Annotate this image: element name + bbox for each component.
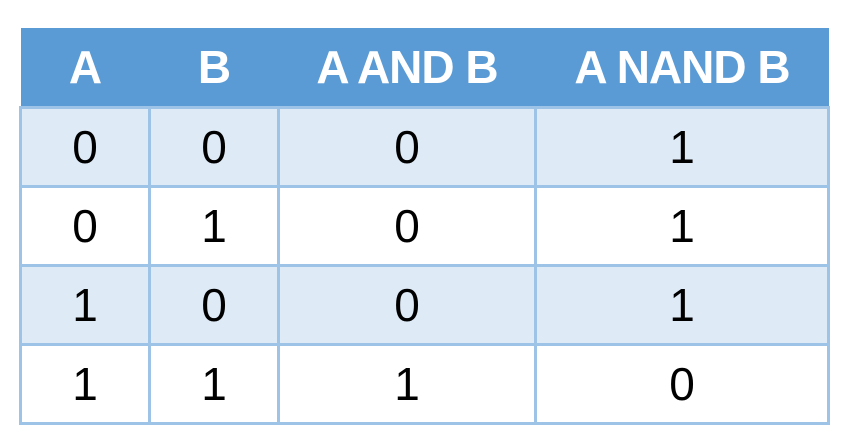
header-b: B	[149, 28, 279, 108]
header-a-nand-b: A NAND B	[535, 28, 829, 108]
header-a: A	[20, 28, 150, 108]
cell-a-nand-b: 1	[534, 106, 830, 188]
cell-b: 1	[148, 343, 280, 425]
cell-a-and-b: 0	[277, 106, 537, 188]
cell-a-and-b: 0	[277, 185, 537, 267]
cell-a: 1	[19, 343, 151, 425]
header-row: A B A AND B A NAND B	[20, 28, 829, 108]
table-row: 0 1 0 1	[19, 185, 830, 267]
cell-a-nand-b: 1	[534, 185, 830, 267]
cell-a: 0	[19, 106, 151, 188]
table-row: 1 1 1 0	[19, 343, 830, 425]
cell-a-and-b: 0	[277, 264, 537, 346]
cell-b: 1	[148, 185, 280, 267]
cell-a-and-b: 1	[277, 343, 537, 425]
truth-table: A B A AND B A NAND B 0 0 0 1 0 1 0 1 1 0…	[19, 28, 830, 425]
cell-a: 1	[19, 264, 151, 346]
cell-b: 0	[148, 106, 280, 188]
table-row: 0 0 0 1	[19, 106, 830, 188]
cell-b: 0	[148, 264, 280, 346]
header-a-and-b: A AND B	[278, 28, 536, 108]
cell-a-nand-b: 0	[534, 343, 830, 425]
table-row: 1 0 0 1	[19, 264, 830, 346]
cell-a: 0	[19, 185, 151, 267]
cell-a-nand-b: 1	[534, 264, 830, 346]
